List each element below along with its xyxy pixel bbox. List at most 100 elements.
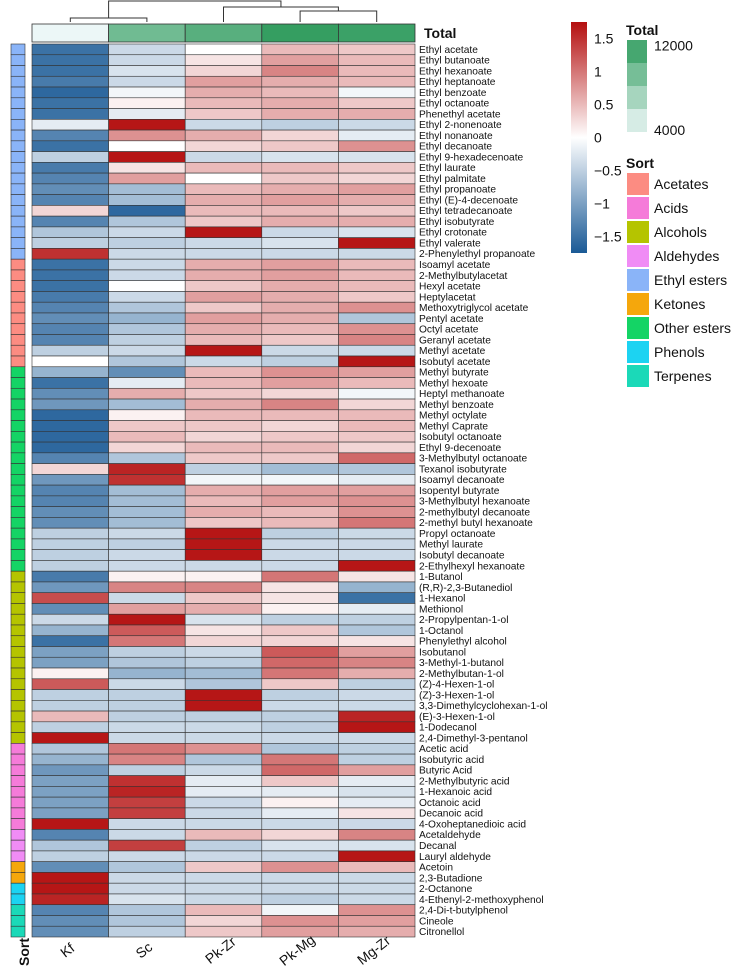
total-annotation-mg-zr: [337, 23, 416, 43]
heatmap-cell: [184, 172, 263, 185]
heatmap-cell: [31, 710, 109, 723]
heatmap-cell: [184, 441, 263, 454]
heatmap-cell: [261, 743, 339, 755]
row-label: Heptylacetat: [419, 292, 476, 303]
heatmap-cell: [261, 807, 339, 819]
sort-annotation-cell: [10, 603, 26, 615]
heatmap-cell: [338, 613, 416, 626]
heatmap-cell: [184, 538, 263, 550]
sort-annotation-cell: [10, 248, 26, 260]
color-scale-bar: [571, 22, 587, 253]
row-label: Ethyl 2-nonenoate: [419, 120, 502, 131]
heatmap-cell: [338, 925, 416, 938]
heatmap-cell: [31, 818, 109, 830]
heatmap-cell: [108, 97, 186, 109]
total-annotation-bar: [31, 23, 416, 43]
sort-annotation-cell: [10, 108, 26, 120]
heatmap-cell: [108, 463, 186, 475]
heatmap-cell: [108, 431, 186, 443]
row-label: Ethyl isobutyrate: [419, 217, 495, 228]
heatmap-cell: [338, 162, 416, 174]
heatmap-cell: [261, 613, 339, 626]
sort-annotation-cell: [10, 861, 26, 873]
heatmap-cell: [184, 280, 263, 292]
heatmap-cell: [31, 764, 109, 776]
row-label: 1-Butanol: [419, 572, 463, 583]
heatmap-cell: [108, 75, 186, 88]
row-label: Ethyl decanoate: [419, 142, 492, 153]
heatmap-cell: [338, 387, 416, 400]
heatmap-cell: [184, 764, 263, 776]
heatmap-cell: [108, 710, 186, 723]
sort-annotation-cell: [10, 527, 26, 540]
heatmap-cell: [184, 387, 263, 400]
heatmap-cell: [261, 517, 339, 529]
heatmap-cell: [261, 248, 339, 260]
heatmap-cell: [261, 850, 339, 862]
row-label: Acetaldehyde: [419, 830, 481, 841]
column-label-mg-zr: Mg-Zr: [354, 932, 394, 968]
heatmap-cell: [261, 882, 339, 895]
heatmap-cell: [31, 527, 109, 540]
heatmap-cell: [108, 409, 186, 421]
sort-annotation-cell: [10, 334, 26, 346]
heatmap-cell: [338, 732, 416, 744]
heatmap-cell: [184, 829, 263, 841]
sort-legend-label: Terpenes: [654, 368, 712, 384]
heatmap-cell: [338, 463, 416, 475]
heatmap-cell: [31, 334, 109, 346]
heatmap-cell: [31, 344, 109, 357]
heatmap-cell: [31, 108, 109, 120]
row-label: Isoamyl decanoate: [419, 475, 505, 486]
heatmap-cell: [338, 829, 416, 841]
sort-annotation-cell: [10, 452, 26, 464]
row-label: Ethyl nonanoate: [419, 131, 493, 142]
heatmap-cell: [31, 603, 109, 615]
heatmap-cell: [261, 474, 339, 486]
heatmap-cell: [108, 377, 186, 389]
heatmap-cell: [338, 818, 416, 830]
heatmap-cell: [338, 409, 416, 421]
sort-annotation-cell: [10, 925, 26, 938]
heatmap-cell: [108, 474, 186, 486]
sort-legend-swatch: [627, 365, 649, 387]
heatmap-cell: [31, 925, 109, 938]
heatmap-cell: [31, 893, 109, 906]
heatmap-cell: [184, 807, 263, 819]
heatmap-cell: [261, 678, 339, 690]
total-legend-swatch: [627, 86, 647, 109]
row-label: 1-Dodecanol: [419, 723, 477, 734]
heatmap-cell: [338, 721, 416, 733]
heatmap-cell: [261, 775, 339, 787]
row-label: 2,3-Butadione: [419, 873, 483, 884]
heatmap-cell: [261, 301, 339, 314]
row-label: Isoamyl acetate: [419, 260, 491, 271]
heatmap-cell: [338, 549, 416, 561]
heatmap-cell: [338, 904, 416, 916]
heatmap-cell: [261, 560, 339, 572]
heatmap-cell: [184, 344, 263, 357]
heatmap-cell: [31, 301, 109, 314]
heatmap-cell: [31, 495, 109, 507]
heatmap-cell: [184, 527, 263, 540]
heatmap-cell: [261, 215, 339, 228]
heatmap-cell: [338, 786, 416, 798]
heatmap-cell: [261, 764, 339, 776]
heatmap-cell: [338, 43, 416, 56]
color-scale-tick: −0.5: [594, 163, 622, 179]
heatmap-cell: [108, 506, 186, 518]
heatmap-cell: [261, 463, 339, 475]
sort-annotation-cell: [10, 495, 26, 507]
total-legend-swatch: [627, 109, 647, 132]
heatmap-cell: [108, 248, 186, 260]
heatmap-cell: [338, 205, 416, 217]
heatmap-cell: [338, 570, 416, 583]
heatmap-cell: [261, 506, 339, 518]
heatmap-cell: [108, 344, 186, 357]
heatmap-cell: [261, 721, 339, 733]
heatmap-cell: [184, 205, 263, 217]
column-label-sc: Sc: [132, 939, 155, 962]
heatmap-cell: [338, 215, 416, 228]
heatmap-cell: [338, 796, 416, 809]
heatmap-cell: [108, 786, 186, 798]
